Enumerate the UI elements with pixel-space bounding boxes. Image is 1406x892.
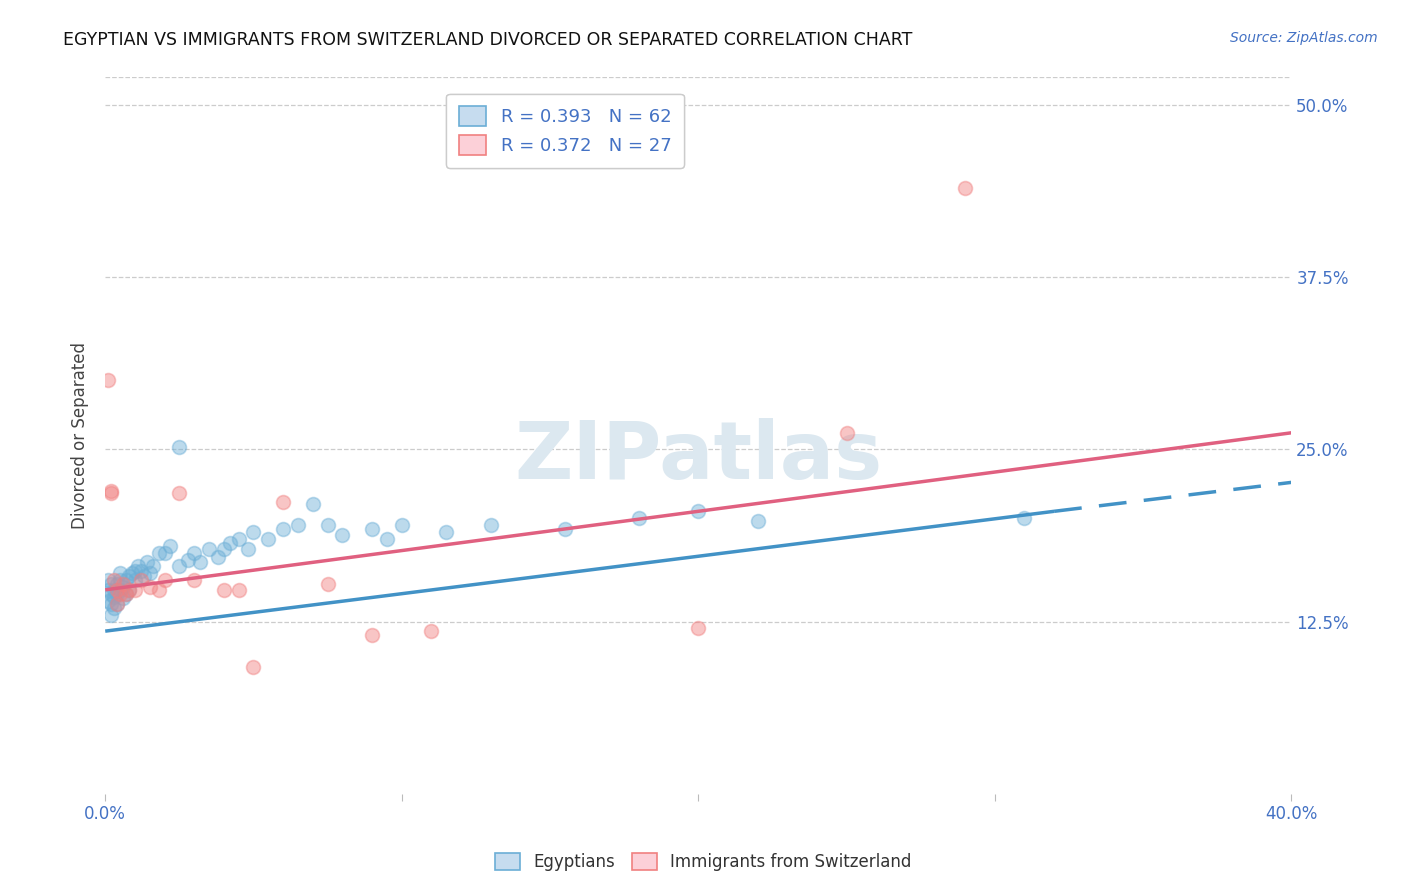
Legend: Egyptians, Immigrants from Switzerland: Egyptians, Immigrants from Switzerland xyxy=(486,845,920,880)
Legend: R = 0.393   N = 62, R = 0.372   N = 27: R = 0.393 N = 62, R = 0.372 N = 27 xyxy=(446,94,683,168)
Text: EGYPTIAN VS IMMIGRANTS FROM SWITZERLAND DIVORCED OR SEPARATED CORRELATION CHART: EGYPTIAN VS IMMIGRANTS FROM SWITZERLAND … xyxy=(63,31,912,49)
Y-axis label: Divorced or Separated: Divorced or Separated xyxy=(72,342,89,529)
Text: Source: ZipAtlas.com: Source: ZipAtlas.com xyxy=(1230,31,1378,45)
Text: ZIPatlas: ZIPatlas xyxy=(515,418,883,496)
